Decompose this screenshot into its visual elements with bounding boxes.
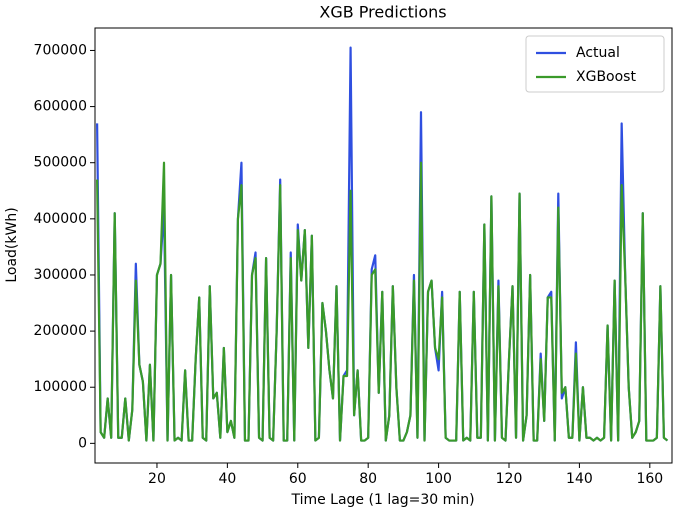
x-tick-label: 40 — [218, 471, 236, 487]
y-tick-label: 600000 — [34, 99, 87, 115]
x-tick-label: 20 — [148, 471, 166, 487]
x-tick-label: 60 — [289, 471, 307, 487]
y-axis-label: Load(kWh) — [4, 207, 20, 282]
legend-label: Actual — [576, 45, 620, 61]
data-line — [96, 161, 669, 442]
data-line — [96, 46, 669, 442]
x-tick-label: 80 — [359, 471, 377, 487]
y-tick-label: 700000 — [34, 42, 87, 58]
x-axis-label: Time Lage (1 lag=30 min) — [290, 492, 474, 508]
y-tick-label: 500000 — [34, 155, 87, 171]
x-tick-label: 120 — [496, 471, 523, 487]
y-tick-label: 0 — [78, 435, 87, 451]
x-tick-label: 100 — [425, 471, 452, 487]
plot-frame — [94, 27, 673, 464]
legend-label: XGBoost — [576, 69, 636, 85]
x-tick-label: 160 — [636, 471, 663, 487]
chart-title: XGB Predictions — [319, 3, 446, 22]
y-tick-label: 100000 — [34, 379, 87, 395]
y-tick-label: 200000 — [34, 323, 87, 339]
y-tick-label: 400000 — [34, 211, 87, 227]
y-tick-label: 300000 — [34, 267, 87, 283]
x-tick-label: 140 — [566, 471, 593, 487]
